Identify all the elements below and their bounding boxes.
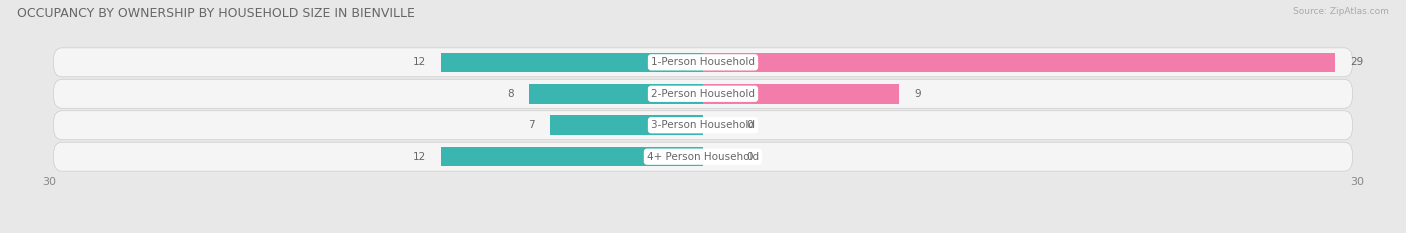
Text: Source: ZipAtlas.com: Source: ZipAtlas.com: [1294, 7, 1389, 16]
Bar: [441, 147, 703, 166]
Bar: [529, 84, 703, 103]
Text: 7: 7: [529, 120, 536, 130]
Text: 2-Person Household: 2-Person Household: [651, 89, 755, 99]
FancyBboxPatch shape: [53, 142, 1353, 171]
Text: 9: 9: [914, 89, 921, 99]
FancyBboxPatch shape: [53, 79, 1353, 108]
Bar: [551, 116, 703, 135]
Text: 12: 12: [413, 57, 426, 67]
FancyBboxPatch shape: [53, 111, 1353, 140]
Text: 12: 12: [413, 152, 426, 162]
Bar: [441, 53, 703, 72]
FancyBboxPatch shape: [53, 48, 1353, 77]
Text: 4+ Person Household: 4+ Person Household: [647, 152, 759, 162]
Bar: [703, 53, 1334, 72]
Text: 29: 29: [1350, 57, 1364, 67]
Text: 1-Person Household: 1-Person Household: [651, 57, 755, 67]
Text: 0: 0: [747, 120, 754, 130]
Text: OCCUPANCY BY OWNERSHIP BY HOUSEHOLD SIZE IN BIENVILLE: OCCUPANCY BY OWNERSHIP BY HOUSEHOLD SIZE…: [17, 7, 415, 20]
Bar: [703, 84, 900, 103]
Text: 3-Person Household: 3-Person Household: [651, 120, 755, 130]
Text: 0: 0: [747, 152, 754, 162]
Text: 8: 8: [506, 89, 513, 99]
